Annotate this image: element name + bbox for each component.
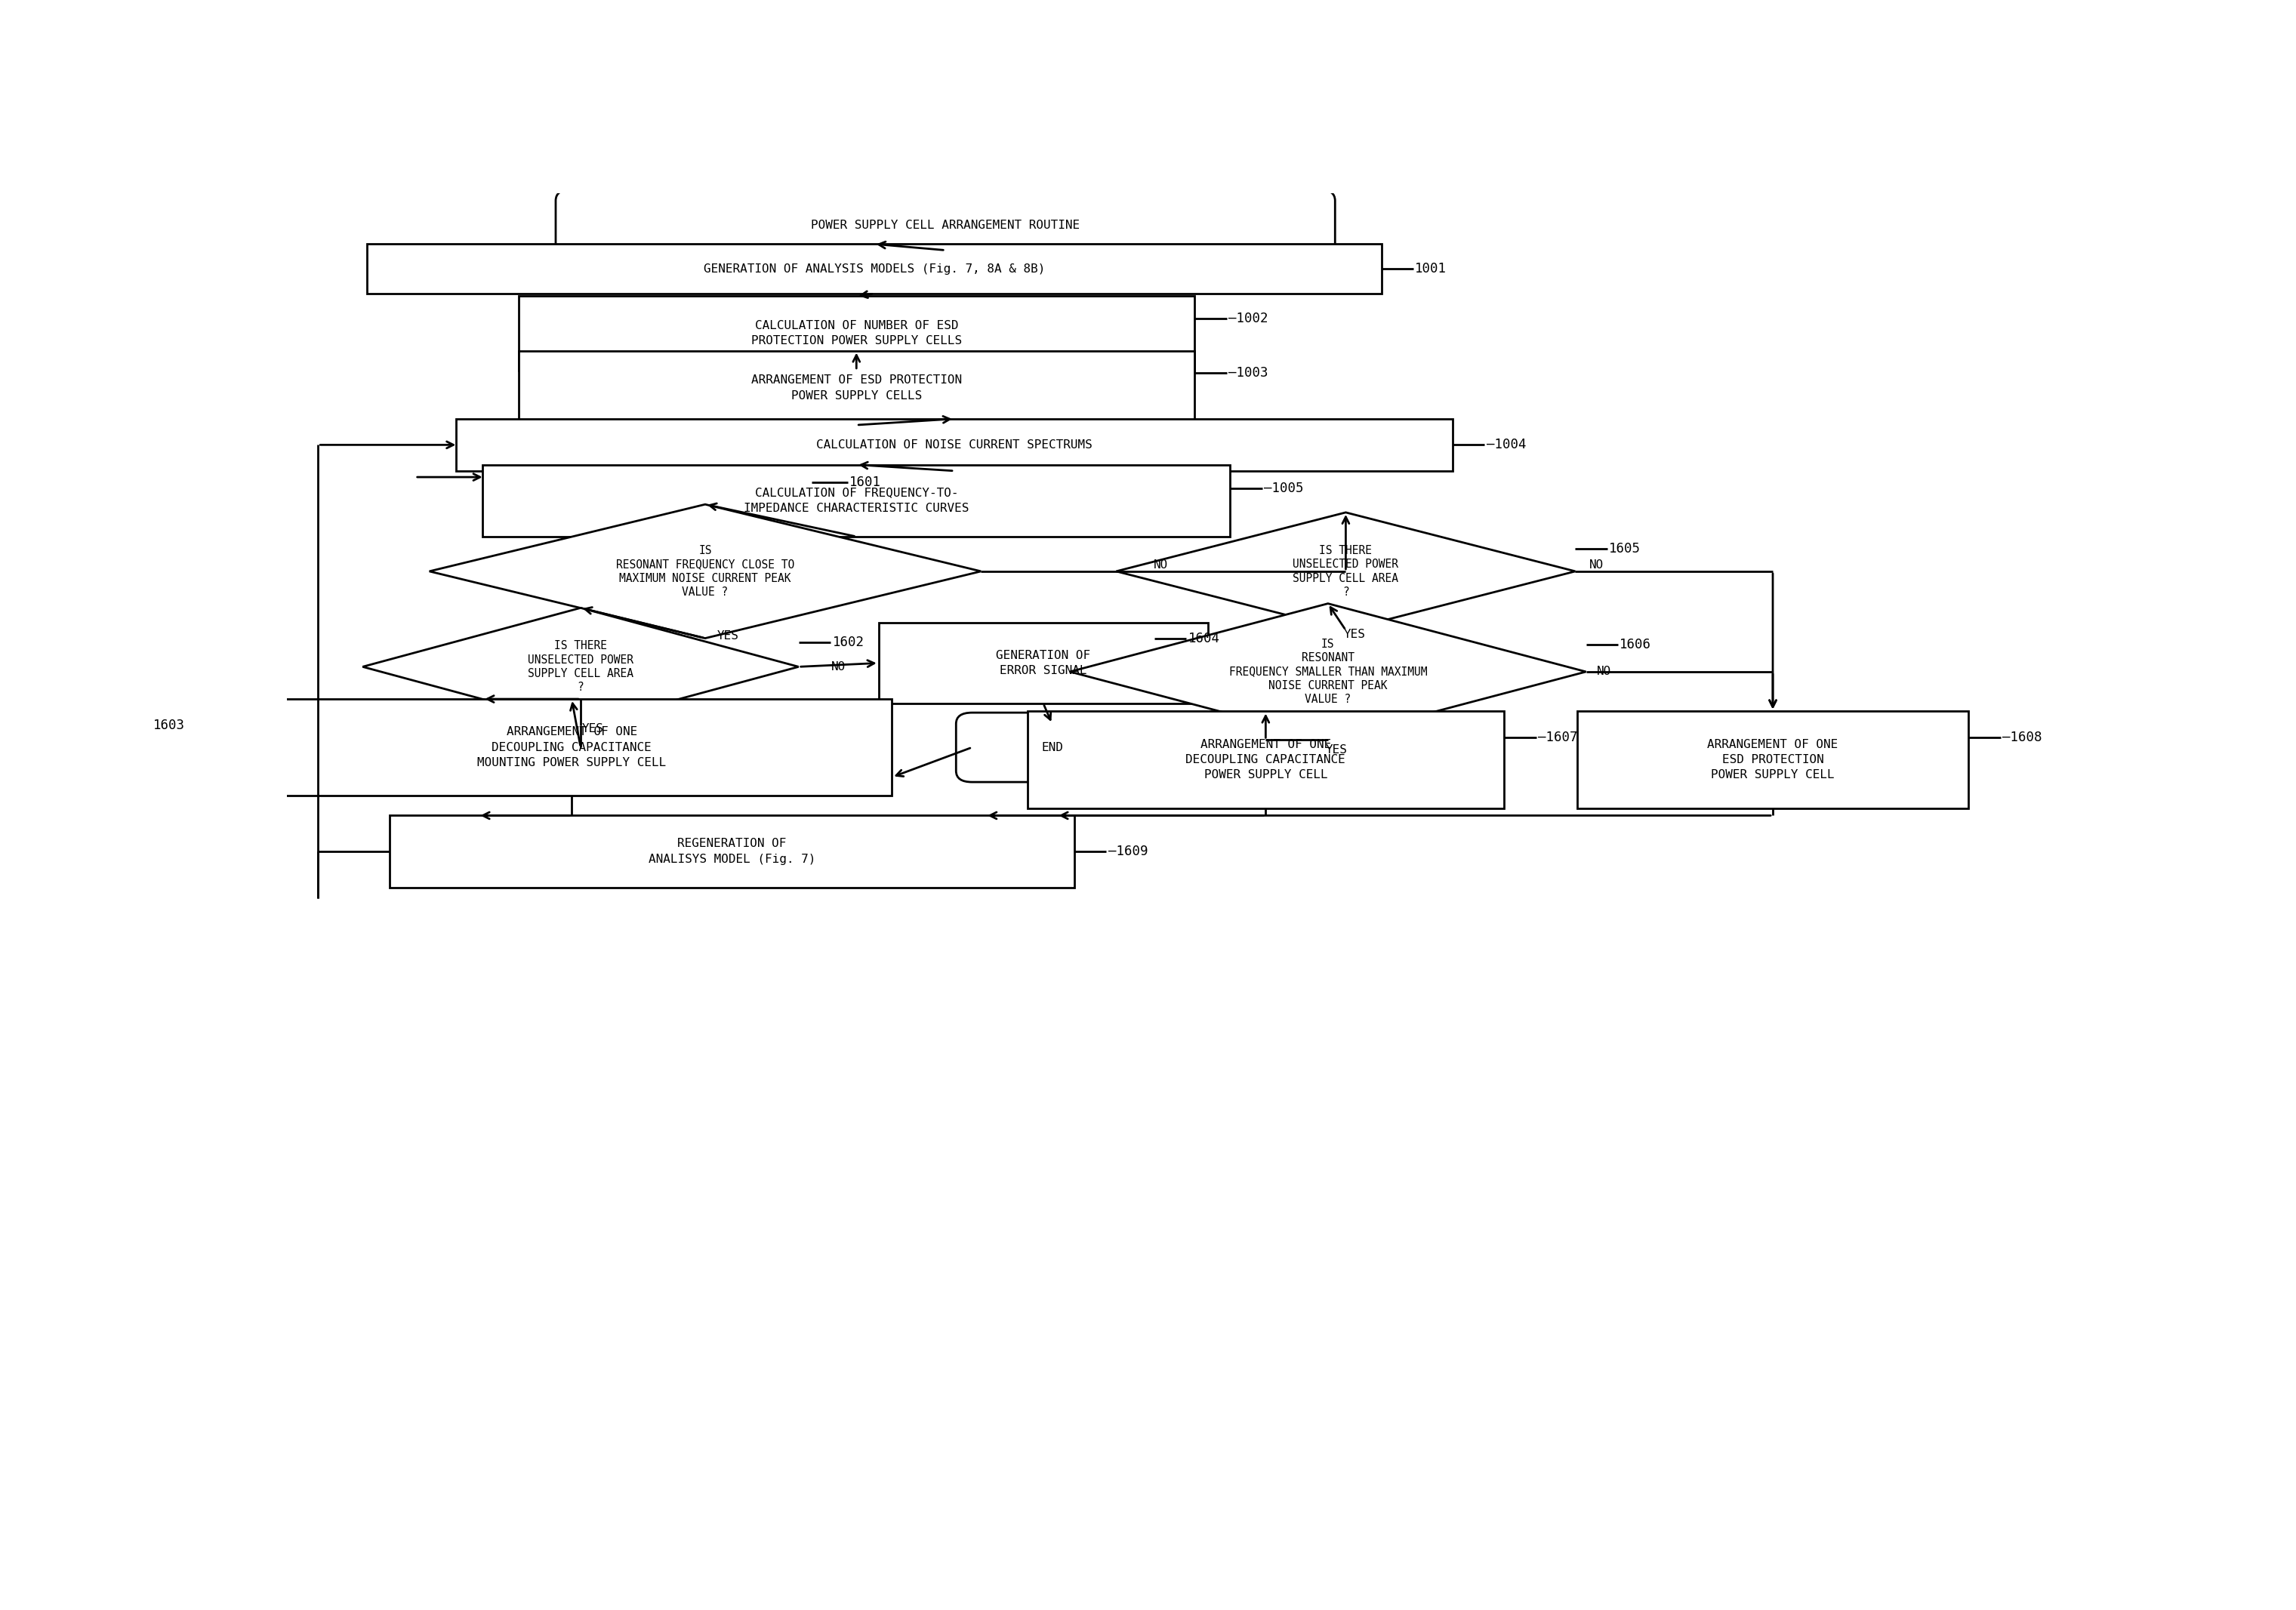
Text: 1604: 1604 [1189, 631, 1219, 646]
Text: ARRANGEMENT OF ONE
DECOUPLING CAPACITANCE
POWER SUPPLY CELL: ARRANGEMENT OF ONE DECOUPLING CAPACITANC… [1185, 739, 1345, 781]
Bar [367, 245, 1382, 293]
Text: NO: NO [1596, 667, 1612, 678]
Polygon shape [363, 609, 799, 726]
Bar [519, 296, 1194, 370]
Bar [879, 623, 1208, 704]
Text: 1602: 1602 [833, 636, 863, 649]
Text: REGENERATION OF
ANALISYS MODEL (Fig. 7): REGENERATION OF ANALISYS MODEL (Fig. 7) [647, 839, 815, 865]
Text: IS
RESONANT FREQUENCY CLOSE TO
MAXIMUM NOISE CURRENT PEAK
VALUE ?: IS RESONANT FREQUENCY CLOSE TO MAXIMUM N… [615, 544, 794, 597]
Text: IS
RESONANT
FREQUENCY SMALLER THAN MAXIMUM
NOISE CURRENT PEAK
VALUE ?: IS RESONANT FREQUENCY SMALLER THAN MAXIM… [1228, 638, 1428, 705]
Text: 1001: 1001 [1414, 262, 1446, 275]
Text: END: END [1042, 742, 1063, 753]
Text: CALCULATION OF NOISE CURRENT SPECTRUMS: CALCULATION OF NOISE CURRENT SPECTRUMS [815, 440, 1093, 451]
Text: GENERATION OF ANALYSIS MODELS (Fig. 7, 8A & 8B): GENERATION OF ANALYSIS MODELS (Fig. 7, 8… [703, 262, 1045, 274]
Text: –1002: –1002 [1228, 312, 1267, 325]
Text: 1606: 1606 [1619, 638, 1651, 650]
Text: NO: NO [1589, 559, 1605, 572]
Text: NO: NO [831, 662, 845, 673]
Polygon shape [1070, 604, 1587, 741]
Bar [1026, 712, 1504, 808]
Bar [253, 699, 891, 795]
Text: CALCULATION OF NUMBER OF ESD
PROTECTION POWER SUPPLY CELLS: CALCULATION OF NUMBER OF ESD PROTECTION … [751, 320, 962, 346]
FancyBboxPatch shape [556, 190, 1334, 261]
Text: –1003: –1003 [1228, 365, 1267, 380]
Text: GENERATION OF
ERROR SIGNAL: GENERATION OF ERROR SIGNAL [996, 650, 1091, 676]
Text: IS THERE
UNSELECTED POWER
SUPPLY CELL AREA
?: IS THERE UNSELECTED POWER SUPPLY CELL AR… [528, 641, 634, 694]
Text: CALCULATION OF FREQUENCY-TO-
IMPEDANCE CHARACTERISTIC CURVES: CALCULATION OF FREQUENCY-TO- IMPEDANCE C… [744, 488, 969, 514]
Text: YES: YES [1343, 630, 1366, 641]
Text: NO: NO [1153, 559, 1169, 572]
Text: ARRANGEMENT OF ESD PROTECTION
POWER SUPPLY CELLS: ARRANGEMENT OF ESD PROTECTION POWER SUPP… [751, 375, 962, 401]
Bar [1577, 712, 1968, 808]
Text: –1608: –1608 [2002, 731, 2041, 744]
Text: –1607: –1607 [1538, 731, 1577, 744]
Text: 1603: 1603 [154, 718, 186, 733]
Text: YES: YES [716, 630, 739, 641]
Text: –1004: –1004 [1486, 438, 1527, 452]
Text: POWER SUPPLY CELL ARRANGEMENT ROUTINE: POWER SUPPLY CELL ARRANGEMENT ROUTINE [810, 221, 1079, 232]
Text: YES: YES [1327, 744, 1348, 755]
Bar [482, 465, 1231, 536]
Bar [457, 419, 1453, 470]
Text: 1605: 1605 [1609, 543, 1642, 555]
Text: IS THERE
UNSELECTED POWER
SUPPLY CELL AREA
?: IS THERE UNSELECTED POWER SUPPLY CELL AR… [1293, 544, 1398, 597]
Text: 1601: 1601 [850, 475, 882, 489]
Text: ARRANGEMENT OF ONE
ESD PROTECTION
POWER SUPPLY CELL: ARRANGEMENT OF ONE ESD PROTECTION POWER … [1708, 739, 1839, 781]
Text: ARRANGEMENT OF ONE
DECOUPLING CAPACITANCE
MOUNTING POWER SUPPLY CELL: ARRANGEMENT OF ONE DECOUPLING CAPACITANC… [478, 726, 666, 768]
Text: YES: YES [583, 723, 604, 734]
FancyBboxPatch shape [955, 713, 1148, 782]
Bar [519, 351, 1194, 425]
Polygon shape [429, 504, 980, 638]
Text: –1005: –1005 [1263, 481, 1304, 494]
Bar [390, 816, 1075, 887]
Text: –1609: –1609 [1109, 845, 1148, 858]
Polygon shape [1116, 512, 1575, 630]
